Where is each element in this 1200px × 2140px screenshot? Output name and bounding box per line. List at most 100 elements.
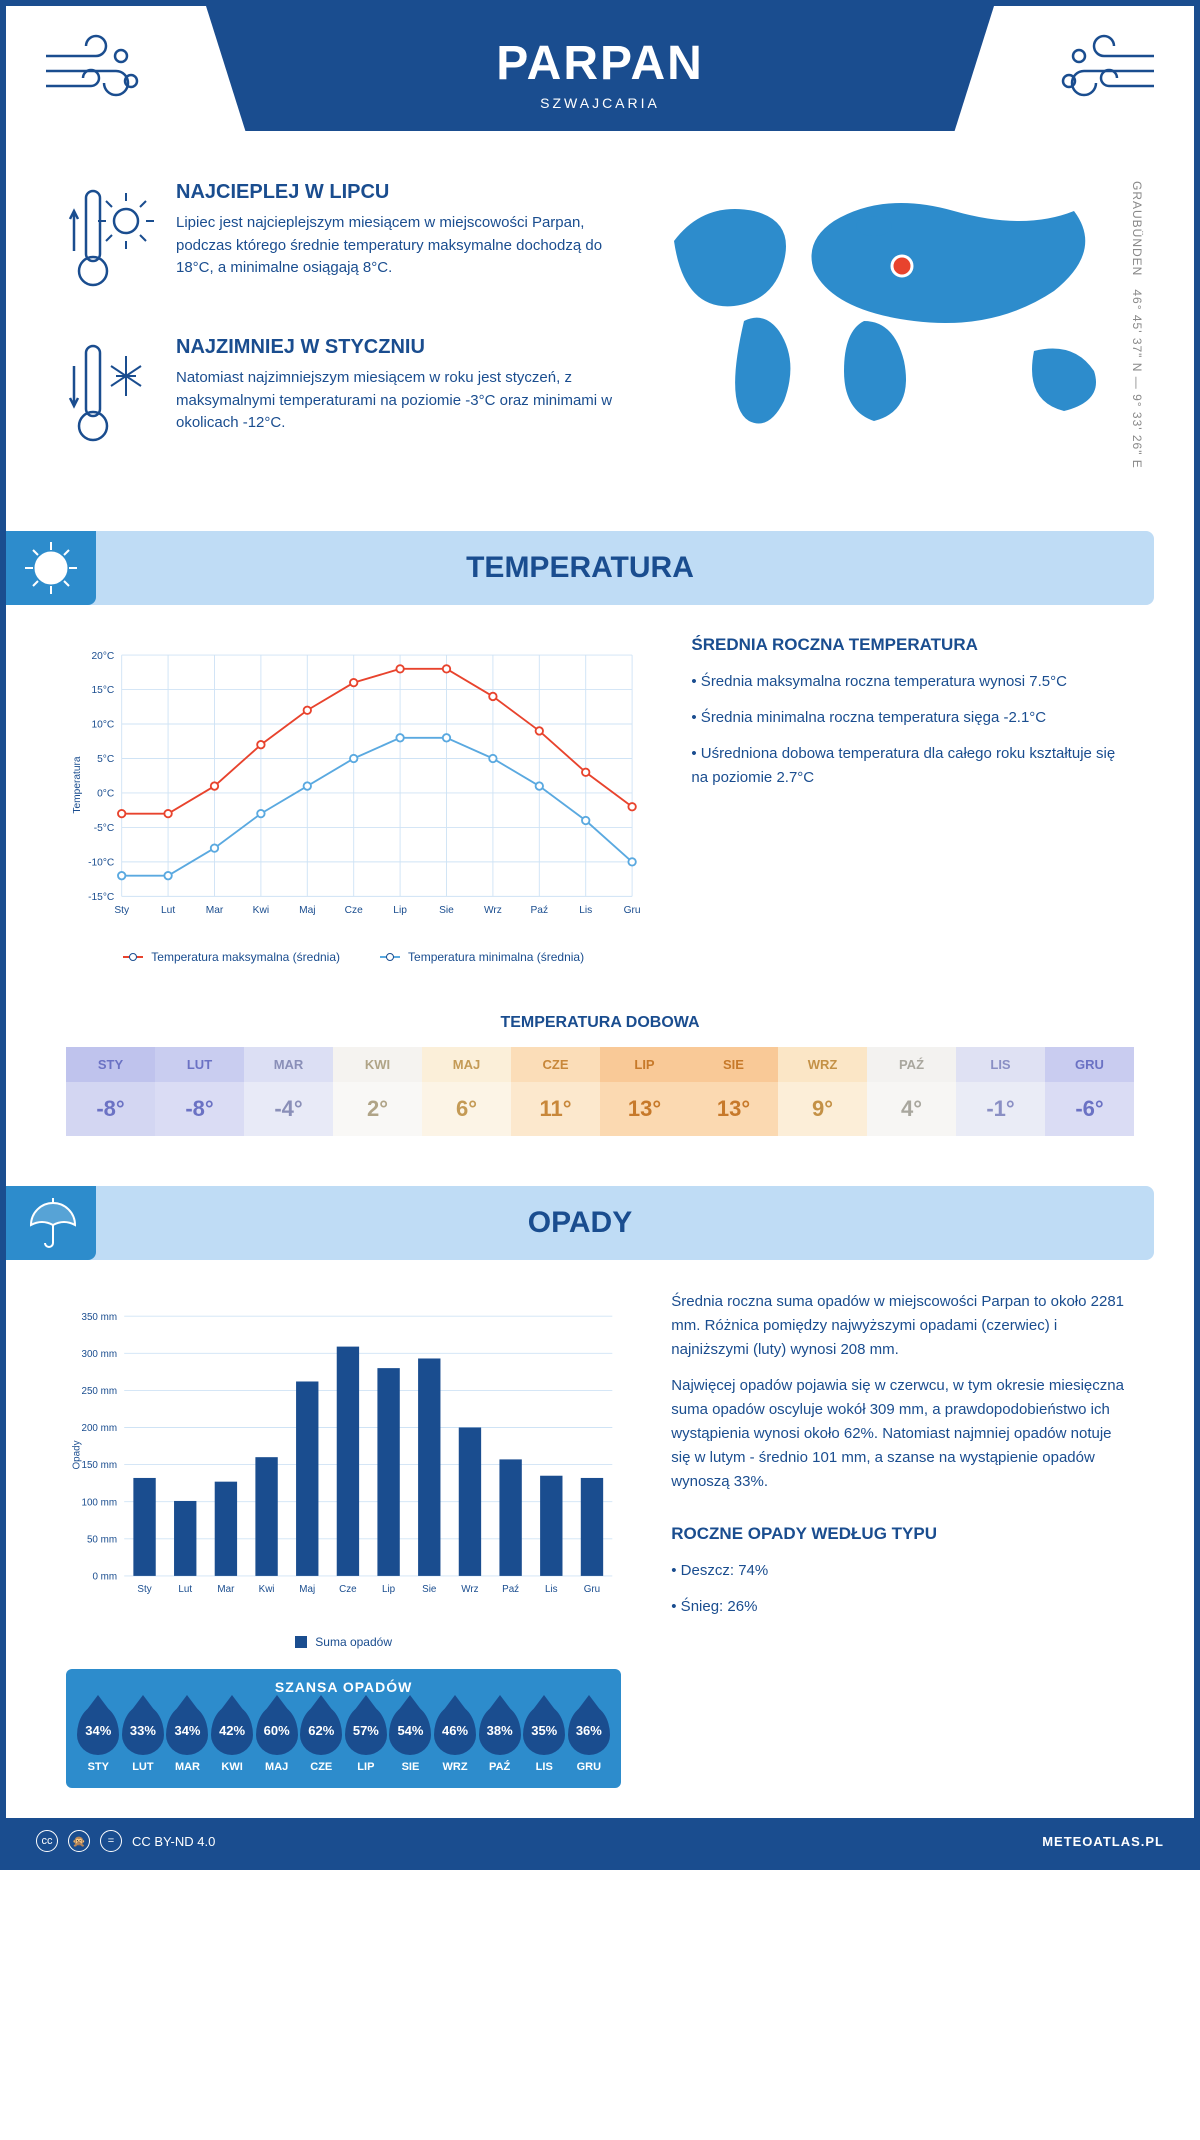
precip-text: Średnia roczna suma opadów w miejscowośc… [671,1290,1134,1362]
thermometer-cold-icon [66,336,156,461]
svg-text:5°C: 5°C [97,754,114,765]
svg-text:Paź: Paź [502,1584,519,1595]
svg-text:0°C: 0°C [97,789,114,800]
warmest-text: Lipiec jest najcieplejszym miesiącem w m… [176,212,614,280]
rain-drop: 57%LIP [345,1705,387,1773]
daily-cell: LUT-8° [155,1047,244,1136]
svg-text:Kwi: Kwi [253,905,269,916]
svg-text:Temperatura: Temperatura [72,756,83,814]
rain-drop: 54%SIE [389,1705,431,1773]
svg-text:Lis: Lis [545,1584,558,1595]
daily-temp-table: STY-8°LUT-8°MAR-4°KWI2°MAJ6°CZE11°LIP13°… [66,1047,1134,1136]
rain-chance-title: SZANSA OPADÓW [66,1679,621,1695]
svg-text:200 mm: 200 mm [81,1423,117,1434]
svg-text:Gru: Gru [584,1584,600,1595]
svg-text:Gru: Gru [624,905,641,916]
rain-drop: 35%LIS [523,1705,565,1773]
precipitation-bar-chart: 0 mm50 mm100 mm150 mm200 mm250 mm300 mm3… [66,1290,621,1620]
svg-text:Sie: Sie [422,1584,437,1595]
header-banner: PARPAN SZWAJCARIA [206,6,994,131]
daily-temp-title: TEMPERATURA DOBOWA [6,1014,1194,1032]
svg-text:Lip: Lip [382,1584,396,1595]
rain-drop: 60%MAJ [256,1705,298,1773]
rain-drop: 38%PAŹ [479,1705,521,1773]
daily-cell: LIP13° [600,1047,689,1136]
daily-cell: WRZ9° [778,1047,867,1136]
svg-text:-15°C: -15°C [88,892,114,903]
svg-text:150 mm: 150 mm [81,1460,117,1471]
rain-drop: 36%GRU [568,1705,610,1773]
daily-cell: MAJ6° [422,1047,511,1136]
svg-text:Wrz: Wrz [461,1584,478,1595]
daily-cell: KWI2° [333,1047,422,1136]
svg-text:250 mm: 250 mm [81,1386,117,1397]
svg-text:Sty: Sty [137,1584,151,1595]
svg-text:Sie: Sie [439,905,454,916]
rain-drop: 62%CZE [300,1705,342,1773]
daily-cell: LIS-1° [956,1047,1045,1136]
coldest-text: Natomiast najzimniejszym miesiącem w rok… [176,367,614,435]
svg-text:Paź: Paź [531,905,549,916]
rain-drop: 33%LUT [122,1705,164,1773]
svg-text:Wrz: Wrz [484,905,502,916]
by-icon: 🙊 [68,1830,90,1852]
warmest-block: NAJCIEPLEJ W LIPCU Lipiec jest najcieple… [66,181,614,306]
svg-text:Maj: Maj [299,905,315,916]
precip-text: Najwięcej opadów pojawia się w czerwcu, … [671,1374,1134,1494]
temperature-line-chart: -15°C-10°C-5°C0°C5°C10°C15°C20°CStyLutMa… [66,635,641,935]
daily-cell: STY-8° [66,1047,155,1136]
temp-bullet: • Średnia maksymalna roczna temperatura … [691,670,1134,694]
svg-text:Cze: Cze [339,1584,357,1595]
svg-text:0 mm: 0 mm [92,1571,117,1582]
daily-cell: GRU-6° [1045,1047,1134,1136]
cc-icon: cc [36,1830,58,1852]
svg-text:-5°C: -5°C [94,823,115,834]
svg-text:Cze: Cze [345,905,363,916]
section-temperature-header: TEMPERATURA [6,531,1154,605]
rain-drop: 34%MAR [166,1705,208,1773]
sun-icon [6,531,96,605]
svg-text:100 mm: 100 mm [81,1497,117,1508]
svg-text:Opady: Opady [71,1440,82,1469]
footer: cc 🙊 = CC BY-ND 4.0 METEOATLAS.PL [6,1818,1194,1864]
daily-cell: MAR-4° [244,1047,333,1136]
svg-text:350 mm: 350 mm [81,1312,117,1323]
coordinates-label: GRAUBÜNDEN 46° 45' 37" N — 9° 33' 26" E [1130,181,1144,469]
svg-text:15°C: 15°C [91,685,114,696]
svg-text:Kwi: Kwi [259,1584,275,1595]
brand-text: METEOATLAS.PL [1042,1834,1164,1849]
svg-text:50 mm: 50 mm [87,1534,117,1545]
umbrella-icon [6,1186,96,1260]
wind-decor-right-icon [1044,26,1164,121]
thermometer-hot-icon [66,181,156,306]
svg-text:-10°C: -10°C [88,858,114,869]
precip-chart-legend: Suma opadów [66,1635,621,1649]
temp-bullet: • Średnia minimalna roczna temperatura s… [691,706,1134,730]
wind-decor-left-icon [36,26,156,121]
svg-text:Lut: Lut [178,1584,192,1595]
warmest-title: NAJCIEPLEJ W LIPCU [176,181,614,204]
svg-text:Lis: Lis [579,905,592,916]
daily-cell: CZE11° [511,1047,600,1136]
svg-text:Maj: Maj [299,1584,315,1595]
svg-text:10°C: 10°C [91,720,114,731]
svg-text:Mar: Mar [206,905,224,916]
svg-text:Mar: Mar [217,1584,235,1595]
location-title: PARPAN [206,36,994,91]
section-precipitation-header: OPADY [6,1186,1154,1260]
daily-cell: SIE13° [689,1047,778,1136]
coldest-block: NAJZIMNIEJ W STYCZNIU Natomiast najzimni… [66,336,614,461]
rain-drop: 42%KWI [211,1705,253,1773]
temp-bullet: • Uśredniona dobowa temperatura dla całe… [691,742,1134,790]
rain-chance-panel: SZANSA OPADÓW 34%STY33%LUT34%MAR42%KWI60… [66,1669,621,1788]
world-map [654,181,1134,441]
precip-type-item: • Śnieg: 26% [671,1595,1134,1619]
svg-text:Lut: Lut [161,905,175,916]
temp-chart-legend: Temperatura maksymalna (średnia) Tempera… [66,950,641,964]
svg-text:Lip: Lip [393,905,407,916]
daily-cell: PAŹ4° [867,1047,956,1136]
location-country: SZWAJCARIA [206,95,994,111]
nd-icon: = [100,1830,122,1852]
precip-type-title: ROCZNE OPADY WEDŁUG TYPU [671,1524,1134,1544]
svg-text:20°C: 20°C [91,651,114,662]
